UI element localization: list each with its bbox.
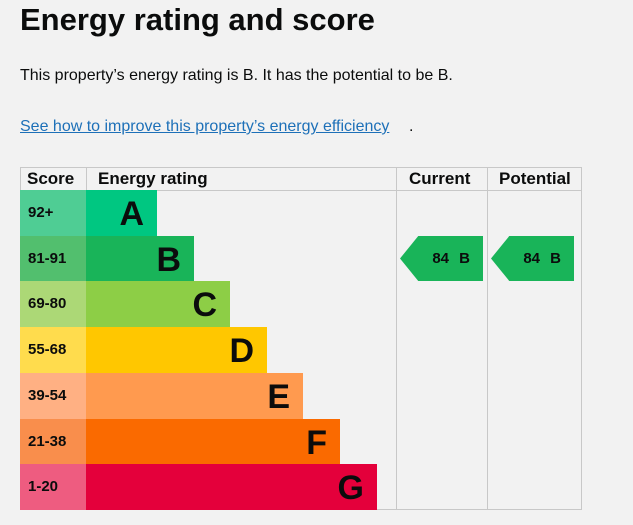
band-bar-a: A bbox=[86, 190, 157, 236]
header-score: Score bbox=[27, 169, 75, 188]
band-bar-c: C bbox=[86, 281, 230, 328]
band-score-a: 92+ bbox=[20, 190, 86, 236]
band-score-g: 1-20 bbox=[20, 464, 86, 511]
band-score-c: 69-80 bbox=[20, 281, 86, 328]
potential-rating-arrow: 84 B bbox=[491, 236, 574, 281]
band-bar-e: E bbox=[86, 372, 303, 419]
current-rating-arrow: 84 B bbox=[400, 236, 483, 281]
band-score-e: 39-54 bbox=[20, 372, 86, 419]
divider bbox=[396, 167, 397, 510]
band-score-b: 81-91 bbox=[20, 235, 86, 282]
band-score-d: 55-68 bbox=[20, 327, 86, 374]
header-current: Current bbox=[409, 169, 471, 188]
band-bar-f: F bbox=[86, 418, 340, 465]
band-bar-d: D bbox=[86, 327, 267, 374]
improve-efficiency-link[interactable]: See how to improve this property’s energ… bbox=[20, 118, 390, 135]
band-score-f: 21-38 bbox=[20, 418, 86, 465]
divider bbox=[487, 167, 488, 510]
band-bar-b: B bbox=[86, 235, 194, 282]
link-suffix: . bbox=[409, 118, 414, 135]
band-bar-g: G bbox=[86, 464, 377, 511]
header-energy-rating: Energy rating bbox=[98, 169, 208, 188]
rating-summary: This property’s energy rating is B. It h… bbox=[20, 67, 453, 84]
divider bbox=[20, 190, 582, 191]
page-title: Energy rating and score bbox=[20, 2, 375, 37]
divider bbox=[86, 167, 87, 190]
header-potential: Potential bbox=[499, 169, 571, 188]
